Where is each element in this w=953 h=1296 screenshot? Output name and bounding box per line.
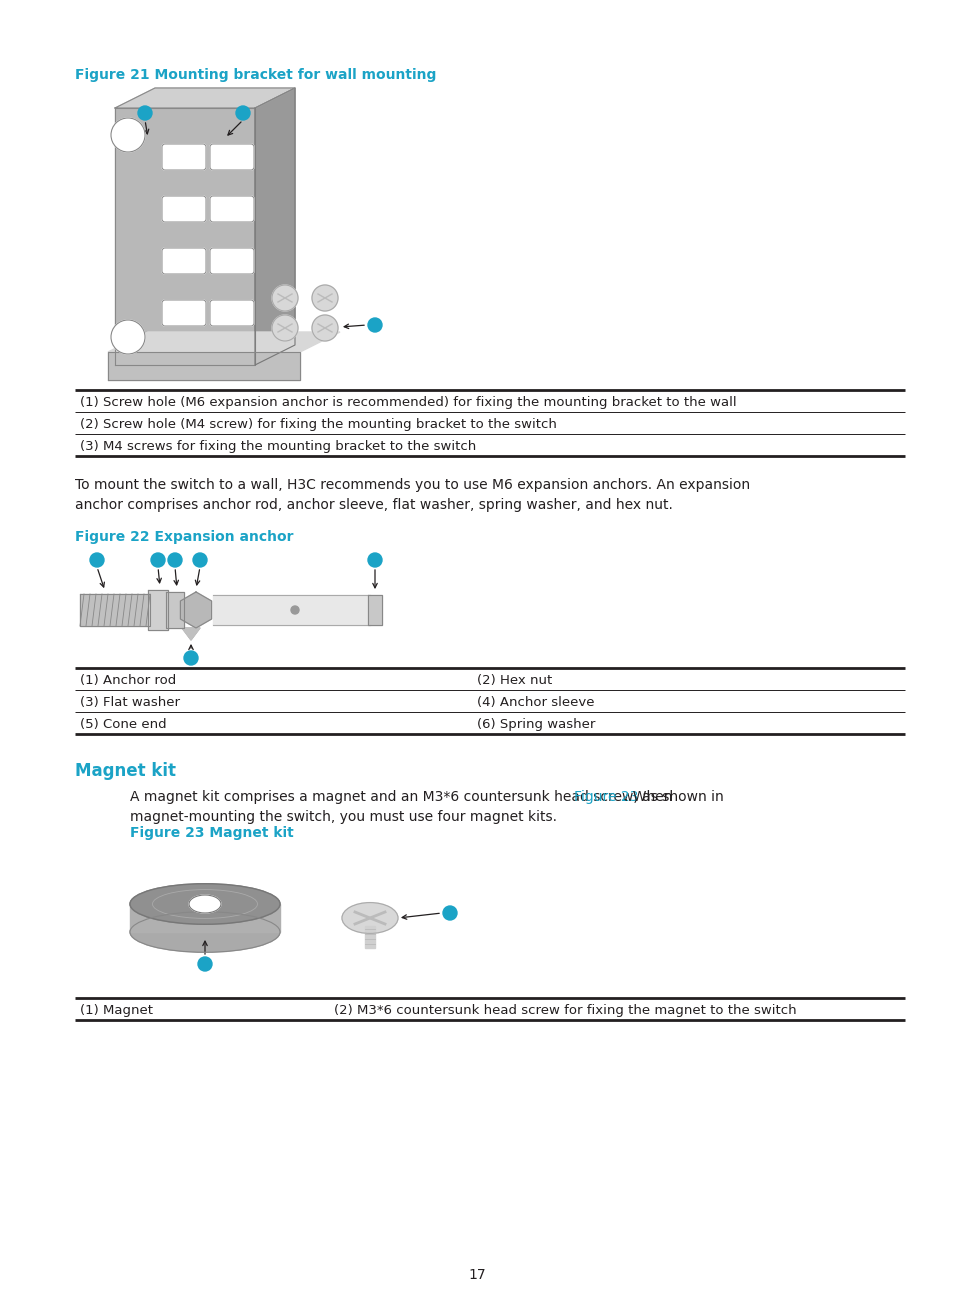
Ellipse shape	[189, 896, 221, 912]
FancyBboxPatch shape	[162, 196, 206, 222]
Ellipse shape	[130, 884, 280, 924]
Text: (3) Flat washer: (3) Flat washer	[80, 696, 180, 709]
Circle shape	[198, 956, 212, 971]
Circle shape	[184, 651, 198, 665]
Circle shape	[111, 320, 145, 354]
Polygon shape	[80, 594, 150, 626]
Text: 17: 17	[468, 1267, 485, 1282]
Polygon shape	[254, 88, 294, 365]
Text: anchor comprises anchor rod, anchor sleeve, flat washer, spring washer, and hex : anchor comprises anchor rod, anchor slee…	[75, 498, 672, 512]
Circle shape	[90, 553, 104, 568]
FancyBboxPatch shape	[210, 299, 253, 327]
Circle shape	[272, 285, 297, 311]
FancyBboxPatch shape	[162, 299, 206, 327]
FancyBboxPatch shape	[210, 196, 253, 222]
Text: (2) Hex nut: (2) Hex nut	[476, 674, 552, 687]
Text: Figure 21 Mounting bracket for wall mounting: Figure 21 Mounting bracket for wall moun…	[75, 67, 436, 82]
Text: To mount the switch to a wall, H3C recommends you to use M6 expansion anchors. A: To mount the switch to a wall, H3C recom…	[75, 478, 749, 492]
Text: (2) Screw hole (M4 screw) for fixing the mounting bracket to the switch: (2) Screw hole (M4 screw) for fixing the…	[80, 419, 557, 432]
Polygon shape	[166, 592, 184, 629]
Text: (1) Anchor rod: (1) Anchor rod	[80, 674, 176, 687]
Circle shape	[312, 315, 337, 341]
Polygon shape	[130, 905, 280, 932]
Text: (3) M4 screws for fixing the mounting bracket to the switch: (3) M4 screws for fixing the mounting br…	[80, 441, 476, 454]
Polygon shape	[115, 88, 294, 108]
Circle shape	[368, 553, 381, 568]
Ellipse shape	[341, 902, 397, 933]
Text: magnet-mounting the switch, you must use four magnet kits.: magnet-mounting the switch, you must use…	[130, 810, 557, 824]
Circle shape	[312, 285, 337, 311]
Text: Figure 23 Magnet kit: Figure 23 Magnet kit	[130, 826, 294, 840]
Ellipse shape	[130, 912, 280, 953]
Text: (5) Cone end: (5) Cone end	[80, 718, 167, 731]
Text: Figure 23: Figure 23	[574, 791, 638, 804]
Text: (1) Magnet: (1) Magnet	[80, 1004, 152, 1017]
Text: (1) Screw hole (M6 expansion anchor is recommended) for fixing the mounting brac: (1) Screw hole (M6 expansion anchor is r…	[80, 397, 736, 410]
Circle shape	[151, 553, 165, 568]
Circle shape	[138, 106, 152, 121]
Polygon shape	[368, 595, 381, 625]
Circle shape	[291, 607, 298, 614]
Circle shape	[168, 553, 182, 568]
Text: A magnet kit comprises a magnet and an M3*6 countersunk head screw, as shown in: A magnet kit comprises a magnet and an M…	[130, 791, 727, 804]
FancyBboxPatch shape	[210, 144, 253, 170]
Circle shape	[368, 318, 381, 332]
Circle shape	[235, 106, 250, 121]
Text: Figure 22 Expansion anchor: Figure 22 Expansion anchor	[75, 530, 294, 544]
Polygon shape	[115, 108, 254, 365]
Polygon shape	[180, 592, 212, 629]
Circle shape	[111, 118, 145, 152]
Polygon shape	[365, 927, 375, 947]
Text: (2) M3*6 countersunk head screw for fixing the magnet to the switch: (2) M3*6 countersunk head screw for fixi…	[334, 1004, 796, 1017]
Text: . When: . When	[623, 791, 672, 804]
Text: (4) Anchor sleeve: (4) Anchor sleeve	[476, 696, 594, 709]
Polygon shape	[148, 590, 168, 630]
Circle shape	[193, 553, 207, 568]
FancyBboxPatch shape	[162, 144, 206, 170]
Polygon shape	[108, 332, 339, 353]
Text: Magnet kit: Magnet kit	[75, 762, 175, 780]
FancyBboxPatch shape	[162, 248, 206, 273]
Polygon shape	[108, 353, 299, 380]
FancyBboxPatch shape	[210, 248, 253, 273]
Text: (6) Spring washer: (6) Spring washer	[476, 718, 595, 731]
Circle shape	[272, 315, 297, 341]
Polygon shape	[213, 595, 370, 625]
Polygon shape	[182, 629, 200, 640]
Circle shape	[442, 906, 456, 920]
